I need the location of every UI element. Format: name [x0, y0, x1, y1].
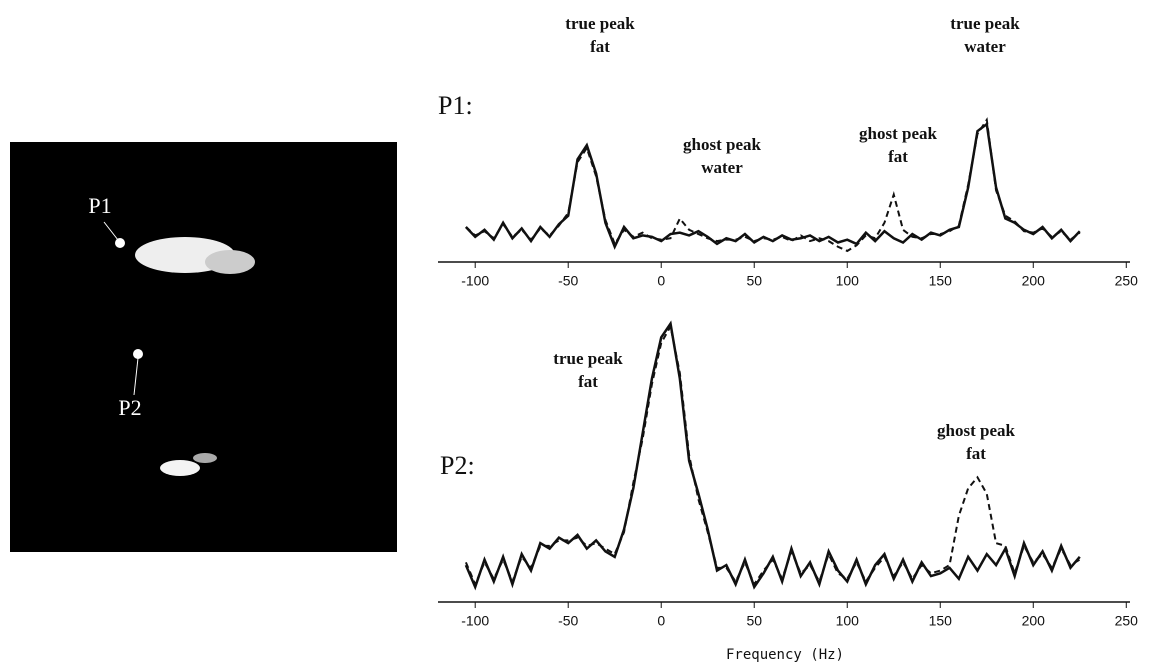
annotation: ghost peak	[683, 135, 761, 154]
annotation: ghost peak	[937, 421, 1015, 440]
annotation: fat	[578, 372, 598, 391]
annotation: water	[964, 37, 1006, 56]
x-tick-label: 250	[1115, 613, 1139, 629]
x-tick-label: 200	[1022, 273, 1046, 289]
x-tick-label: 0	[657, 273, 665, 289]
image-label: P1	[88, 193, 111, 218]
chart-title: P2:	[440, 451, 475, 480]
annotation: water	[701, 158, 743, 177]
annotation: fat	[888, 147, 908, 166]
annotation: fat	[966, 444, 986, 463]
x-tick-label: -100	[461, 273, 489, 289]
bright-region	[205, 250, 255, 274]
x-axis-label: Frequency (Hz)	[726, 647, 844, 663]
bright-region	[160, 460, 200, 476]
marker-dot	[133, 349, 143, 359]
x-tick-label: 50	[746, 613, 762, 629]
bright-region	[193, 453, 217, 463]
x-tick-label: 250	[1115, 273, 1139, 289]
x-tick-label: 100	[836, 613, 860, 629]
marker-line	[103, 221, 119, 241]
x-tick-label: 150	[929, 273, 953, 289]
x-tick-label: 150	[929, 613, 953, 629]
spectrum-line	[465, 117, 1081, 253]
marker-dot	[115, 238, 125, 248]
spectrum-line	[464, 323, 1081, 587]
annotation: fat	[590, 37, 610, 56]
x-tick-label: 200	[1022, 613, 1046, 629]
image-background	[10, 142, 397, 552]
marker-line	[133, 357, 139, 396]
x-tick-label: 100	[836, 273, 860, 289]
x-tick-label: 50	[746, 273, 762, 289]
image-label: P2	[118, 395, 141, 420]
spectrum-line	[464, 320, 1081, 591]
x-tick-label: -100	[461, 613, 489, 629]
annotation: true peak	[565, 14, 635, 33]
x-tick-label: -50	[558, 613, 578, 629]
annotation: true peak	[553, 349, 623, 368]
spectrum-line	[464, 121, 1081, 250]
chart-title: P1:	[438, 91, 473, 120]
annotation: true peak	[950, 14, 1020, 33]
annotation: ghost peak	[859, 124, 937, 143]
mri-image: P1 P2	[10, 142, 397, 552]
x-tick-label: 0	[657, 613, 665, 629]
x-tick-label: -50	[558, 273, 578, 289]
